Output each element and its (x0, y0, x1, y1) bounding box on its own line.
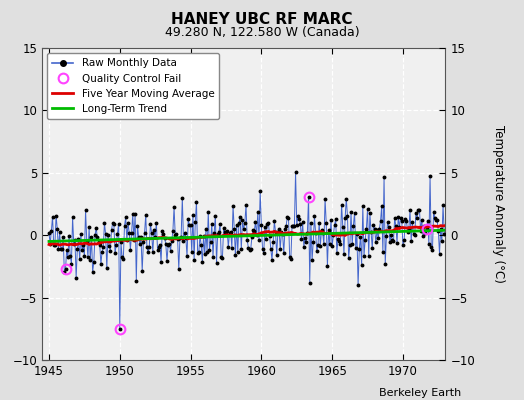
Legend: Raw Monthly Data, Quality Control Fail, Five Year Moving Average, Long-Term Tren: Raw Monthly Data, Quality Control Fail, … (47, 53, 220, 119)
Text: Berkeley Earth: Berkeley Earth (379, 388, 461, 398)
Text: 49.280 N, 122.580 W (Canada): 49.280 N, 122.580 W (Canada) (165, 26, 359, 39)
Y-axis label: Temperature Anomaly (°C): Temperature Anomaly (°C) (492, 125, 505, 283)
Text: HANEY UBC RF MARC: HANEY UBC RF MARC (171, 12, 353, 27)
